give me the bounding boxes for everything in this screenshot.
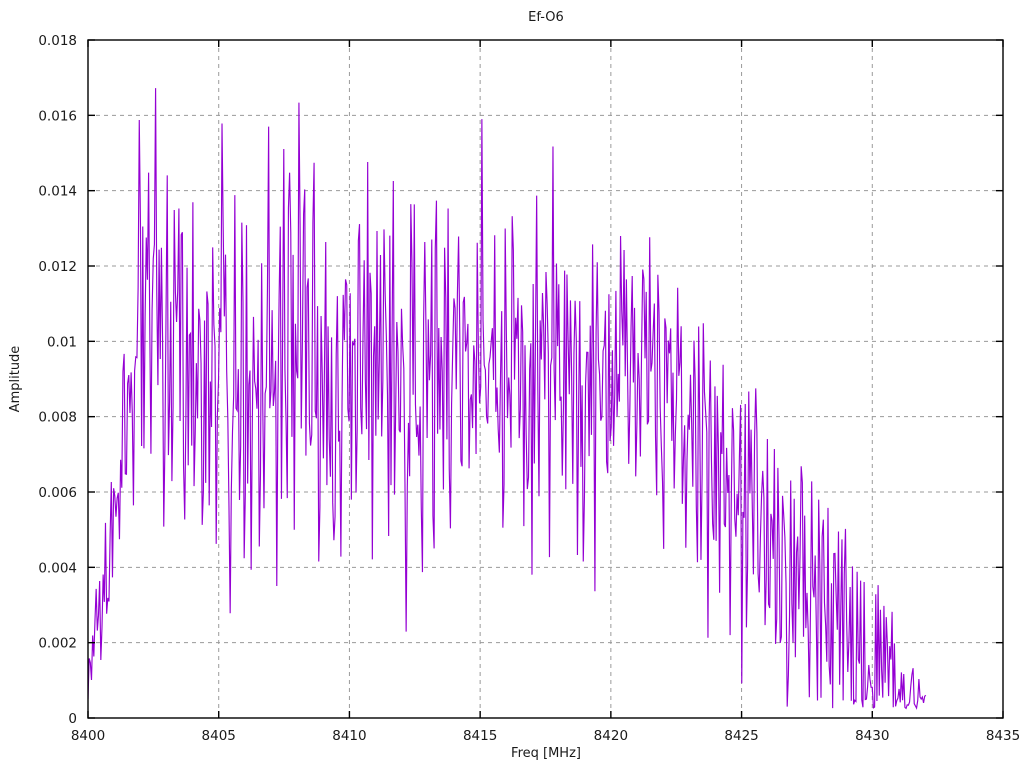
y-tick-label: 0.01 <box>47 334 77 350</box>
plot-border <box>87 39 1004 719</box>
y-tick-label: 0.014 <box>38 184 77 200</box>
x-tick-label: 8435 <box>986 728 1020 744</box>
x-tick-label: 8400 <box>71 728 105 744</box>
x-tick-label: 8410 <box>332 728 366 744</box>
grid-lines <box>88 40 1003 718</box>
x-tick-label: 8430 <box>855 728 889 744</box>
y-tick-label: 0 <box>68 711 77 727</box>
y-tick-label: 0.002 <box>38 636 77 652</box>
y-tick-label: 0.018 <box>38 33 77 49</box>
y-tick-label: 0.006 <box>38 485 77 501</box>
data-series-spectrum <box>88 88 927 710</box>
data-area <box>88 88 927 710</box>
chart-title: Ef-O6 <box>528 10 564 25</box>
x-tick-label: 8425 <box>724 728 758 744</box>
x-tick-label: 8420 <box>594 728 628 744</box>
y-tick-label: 0.016 <box>38 108 77 124</box>
tick-marks <box>87 39 1004 719</box>
y-tick-labels: 0 0.002 0.004 0.006 0.008 0.01 0.012 0.014 0.016… <box>38 33 77 727</box>
y-tick-label: 0.008 <box>38 410 77 426</box>
x-axis-label: Freq [MHz] <box>511 746 581 761</box>
y-axis-label: Amplitude <box>8 346 23 413</box>
x-tick-label: 8415 <box>463 728 497 744</box>
plot-frame <box>87 39 1004 719</box>
x-tick-label: 8405 <box>202 728 236 744</box>
y-tick-label: 0.004 <box>38 560 77 576</box>
y-tick-label: 0.012 <box>38 259 77 275</box>
x-tick-labels: 8400 8405 8410 8415 8420 8425 8430 8435 <box>71 728 1020 744</box>
